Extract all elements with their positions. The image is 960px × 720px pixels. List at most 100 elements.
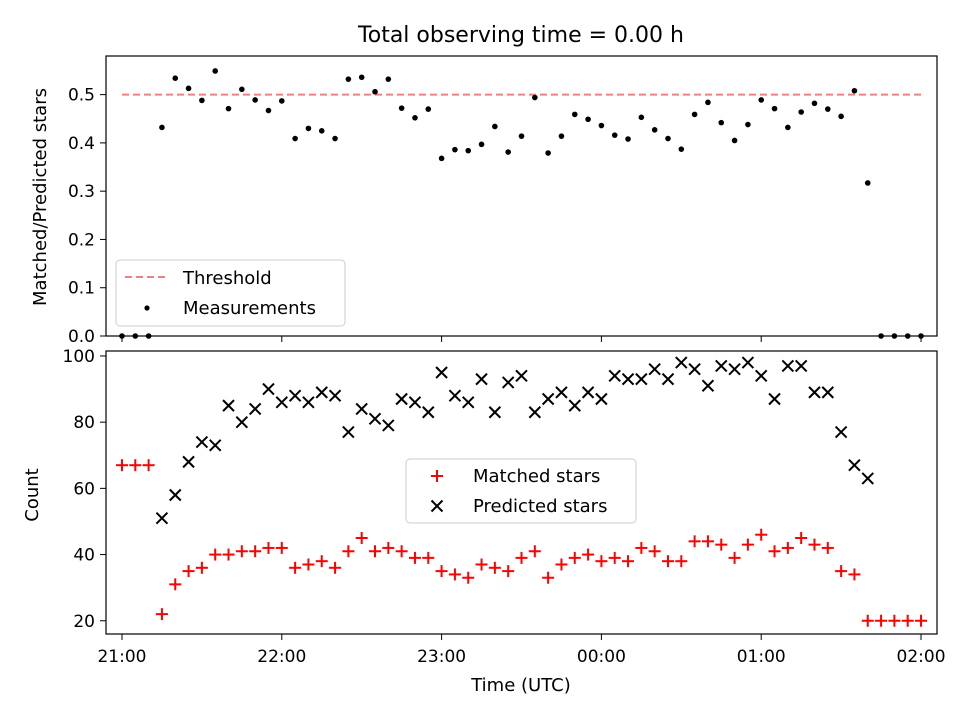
x-tick-label: 23:00 <box>417 647 466 667</box>
predicted-star-point <box>834 425 848 439</box>
matched-star-point <box>462 571 475 584</box>
matched-star-point <box>542 571 555 584</box>
measurement-point <box>798 109 804 115</box>
y-tick-label: 0.2 <box>68 230 95 250</box>
measurement-point <box>305 125 312 132</box>
matched-star-point <box>915 614 928 627</box>
matched-star-point <box>608 551 621 564</box>
matched-star-point <box>661 555 674 568</box>
measurement-point <box>372 88 378 95</box>
measurement-point <box>598 122 605 129</box>
measurement-point <box>438 155 445 162</box>
matched-star-point <box>875 614 888 627</box>
predicted-star-point <box>408 396 422 409</box>
matched-star-point <box>142 459 155 472</box>
matched-legend-label: Matched stars <box>473 466 600 487</box>
y-tick-label: 0.3 <box>68 182 95 202</box>
matched-star-point <box>555 558 568 571</box>
matched-star-point <box>182 565 195 578</box>
measurement-point <box>864 180 871 186</box>
predicted-star-point <box>435 366 448 379</box>
measurement-point <box>505 149 511 155</box>
predicted-star-point <box>581 386 595 399</box>
predicted-star-point <box>635 372 648 386</box>
measurement-point <box>518 133 525 139</box>
measurement-point <box>758 97 765 103</box>
matched-star-point <box>422 551 435 564</box>
predicted-star-point <box>195 435 209 449</box>
matched-star-point <box>275 541 288 554</box>
matched-star-point <box>129 459 142 472</box>
x-tick-label: 00:00 <box>577 647 626 667</box>
matched-star-point <box>235 545 248 558</box>
measurement-point <box>225 105 232 112</box>
predicted-star-point <box>821 386 835 399</box>
matched-star-point <box>342 545 355 558</box>
measurement-point <box>785 124 791 131</box>
measurement-point <box>252 97 258 103</box>
matched-star-point <box>222 548 235 561</box>
matched-star-point <box>115 459 128 472</box>
measurement-point <box>651 127 658 133</box>
y-tick-label: 40 <box>73 546 95 566</box>
measurement-point <box>412 114 418 121</box>
measurement-point <box>611 132 618 138</box>
matched-star-point <box>355 532 368 545</box>
predicted-star-point <box>568 399 581 412</box>
measurement-point <box>385 76 392 82</box>
matched-star-point <box>262 541 275 554</box>
y-tick-label: 60 <box>73 479 95 499</box>
predicted-star-point <box>328 389 342 402</box>
matched-star-point <box>701 535 714 548</box>
measurement-point <box>318 128 325 134</box>
matched-legend-swatch <box>431 470 443 482</box>
predicted-star-point <box>315 386 328 399</box>
matched-star-point <box>755 528 768 541</box>
predicted-star-point <box>448 389 462 402</box>
measurement-point <box>558 133 565 139</box>
measurement-point <box>638 114 645 121</box>
matched-star-point <box>249 545 262 558</box>
predicted-star-point <box>382 419 395 432</box>
matched-star-point <box>795 532 808 545</box>
matched-star-point <box>648 545 661 558</box>
matched-star-point <box>302 558 315 571</box>
top-plot-frame <box>105 55 938 337</box>
matched-star-point <box>901 614 914 627</box>
measurement-point <box>545 150 551 156</box>
matched-star-point <box>715 538 728 551</box>
predicted-star-point <box>648 362 661 376</box>
predicted-star-point <box>755 369 768 383</box>
matched-star-point <box>595 555 608 568</box>
matched-star-point <box>768 545 781 558</box>
predicted-star-point <box>688 362 701 376</box>
top-y-ticks: 0.0 0.1 0.2 0.3 0.4 0.5 <box>68 86 106 347</box>
top-x-tick-marks <box>121 336 922 342</box>
matched-star-point <box>408 551 421 564</box>
measurement-point <box>159 124 165 131</box>
top-plot-data <box>119 68 924 339</box>
matched-star-point <box>395 545 408 558</box>
predicted-star-point <box>715 359 728 373</box>
measurement-point <box>292 135 298 142</box>
predicted-star-point <box>701 379 715 392</box>
predicted-star-point <box>462 396 475 409</box>
matched-star-point <box>741 538 754 551</box>
measurement-point <box>838 113 844 120</box>
predicted-star-point <box>395 392 408 406</box>
predicted-star-point <box>262 382 275 396</box>
predicted-star-point <box>741 356 755 369</box>
matched-star-point <box>488 561 501 574</box>
x-axis-label: Time (UTC) <box>470 675 571 696</box>
predicted-star-point <box>768 392 781 406</box>
predicted-star-point <box>248 402 262 416</box>
measurement-point <box>585 116 591 123</box>
predicted-star-point <box>808 386 821 399</box>
measurement-point <box>824 106 831 112</box>
matched-star-point <box>289 561 302 574</box>
predicted-star-point <box>848 458 861 472</box>
matched-star-point <box>848 568 861 581</box>
matched-star-point <box>369 545 382 558</box>
bottom-plot-frame <box>105 350 938 635</box>
